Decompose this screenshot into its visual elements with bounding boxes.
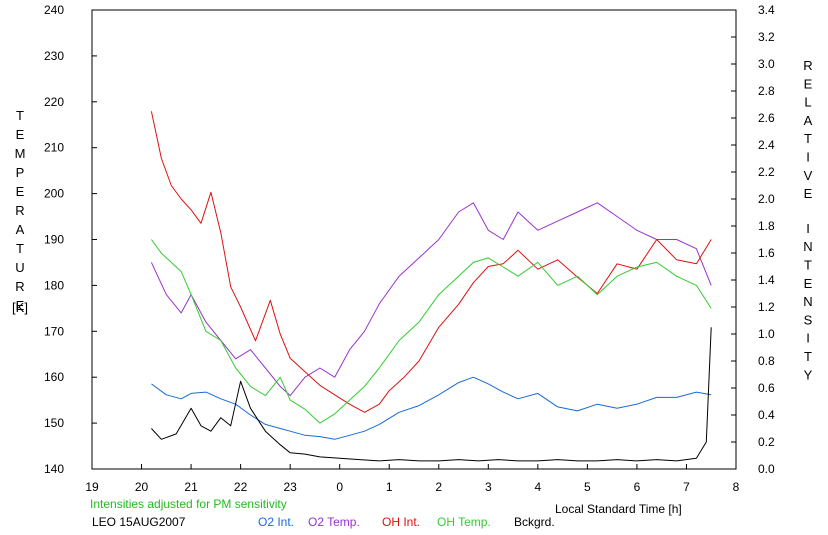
right-axis-letter: I: [806, 331, 810, 346]
right-axis-letter: T: [804, 349, 812, 364]
right-axis-letter: T: [804, 257, 812, 272]
right-axis-letter: Y: [804, 367, 813, 382]
x-tick-label: 4: [535, 480, 542, 494]
right-tick-label: 3.4: [758, 3, 775, 17]
legend-bckgrd: Bckgrd.: [514, 515, 555, 529]
x-tick-label: 23: [283, 480, 297, 494]
left-tick-label: 230: [44, 49, 64, 63]
left-axis-letter: U: [15, 260, 24, 275]
right-tick-label: 1.0: [758, 327, 775, 341]
x-tick-label: 5: [584, 480, 591, 494]
legend-o2-int: O2 Int.: [258, 515, 295, 529]
x-axis-ticks: 19 20 21 22 23 0 1 2 3 4 5 6 7 8: [85, 464, 740, 494]
right-tick-label: 3.2: [758, 30, 775, 44]
series-layer: [150, 111, 712, 462]
right-tick-label: 0.8: [758, 354, 775, 368]
right-axis-letter: I: [806, 221, 810, 236]
right-tick-label: 1.4: [758, 273, 775, 287]
left-tick-label: 150: [44, 416, 64, 430]
right-tick-label: 1.6: [758, 246, 775, 260]
left-axis-letter: A: [16, 222, 25, 237]
right-axis-letter: E: [804, 76, 813, 91]
left-tick-label: 170: [44, 324, 64, 338]
legend-o2-temp: O2 Temp.: [308, 515, 360, 529]
right-axis-ticks: 0.0 0.2 0.4 0.6 0.8 1.0 1.2 1.4 1.6 1.8 2.0 2.2 2.4 2…: [731, 3, 775, 476]
series-oh-temp-line: [150, 239, 712, 424]
x-tick-label: 22: [234, 480, 248, 494]
right-tick-label: 2.4: [758, 138, 775, 152]
x-tick-label: 0: [336, 480, 343, 494]
left-axis-letter: T: [16, 108, 24, 123]
left-axis-ticks: 140 150 160 170 180 190 200 210 220 230 240: [44, 3, 97, 476]
left-axis-letter: M: [15, 146, 26, 161]
series-o2-int-line: [151, 376, 712, 440]
right-axis-letter: A: [804, 113, 813, 128]
x-tick-label: 6: [634, 480, 641, 494]
left-tick-label: 240: [44, 3, 64, 17]
x-axis-title: Local Standard Time [h]: [555, 502, 682, 516]
right-axis-letter: E: [804, 186, 813, 201]
right-axis-letter: N: [803, 239, 812, 254]
right-axis-letter: N: [803, 294, 812, 309]
right-tick-label: 2.0: [758, 192, 775, 206]
x-tick-label: 8: [733, 480, 740, 494]
station-label: LEO 15AUG2007: [92, 515, 186, 529]
left-tick-label: 180: [44, 278, 64, 292]
right-axis-letter: R: [803, 58, 812, 73]
x-tick-label: 7: [683, 480, 690, 494]
right-tick-label: 1.8: [758, 219, 775, 233]
x-tick-label: 2: [435, 480, 442, 494]
series-bckgrd-line: [151, 327, 712, 462]
left-tick-label: 200: [44, 187, 64, 201]
left-axis-letter: T: [16, 241, 24, 256]
right-axis-letter: V: [804, 168, 813, 183]
right-axis-letter: S: [804, 312, 813, 327]
left-axis-letter: R: [15, 203, 24, 218]
right-tick-label: 0.0: [758, 462, 775, 476]
left-tick-label: 160: [44, 370, 64, 384]
x-tick-label: 19: [85, 480, 99, 494]
right-axis-letter: E: [804, 276, 813, 291]
right-tick-label: 1.2: [758, 300, 775, 314]
right-tick-label: 2.8: [758, 84, 775, 98]
x-tick-label: 1: [386, 480, 393, 494]
x-tick-label: 3: [485, 480, 492, 494]
right-tick-label: 2.6: [758, 111, 775, 125]
right-axis-letter: T: [804, 131, 812, 146]
plot-frame: [91, 9, 737, 470]
left-tick-label: 220: [44, 95, 64, 109]
series-o2-temp-line: [150, 202, 712, 397]
left-axis-letter: E: [16, 127, 25, 142]
left-axis-letter: R: [15, 279, 24, 294]
legend-oh-int: OH Int.: [382, 515, 421, 529]
right-tick-label: 3.0: [758, 57, 775, 71]
left-tick-label: 140: [44, 462, 64, 476]
right-tick-label: 0.2: [758, 435, 775, 449]
left-tick-label: 190: [44, 233, 64, 247]
left-axis-letter: P: [16, 165, 25, 180]
sensitivity-note: Intensities adjusted for PM sensitivity: [90, 497, 287, 511]
left-axis-unit: [K]: [12, 300, 28, 315]
right-tick-label: 0.4: [758, 408, 775, 422]
right-tick-label: 2.2: [758, 165, 775, 179]
right-axis-letter: I: [806, 150, 810, 165]
x-tick-label: 20: [135, 480, 149, 494]
left-tick-label: 210: [44, 141, 64, 155]
x-tick-label: 21: [184, 480, 198, 494]
left-axis-letter: E: [16, 298, 25, 313]
left-axis-letter: E: [16, 184, 25, 199]
right-axis-letter: L: [804, 95, 811, 110]
right-tick-label: 0.6: [758, 381, 775, 395]
legend-oh-temp: OH Temp.: [437, 515, 491, 529]
